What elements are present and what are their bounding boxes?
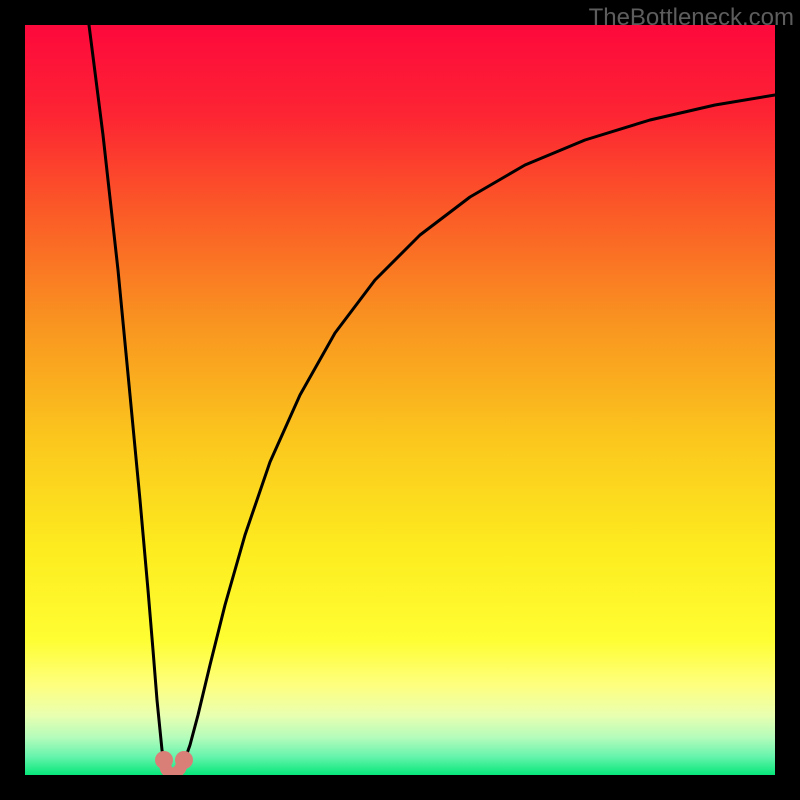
- chart-background-gradient: [25, 25, 775, 775]
- marker-dot-right: [175, 751, 193, 769]
- watermark-text: TheBottleneck.com: [589, 4, 794, 32]
- chart-canvas: TheBottleneck.com: [0, 0, 800, 800]
- marker-dot-left: [155, 751, 173, 769]
- bottleneck-chart-svg: [0, 0, 800, 800]
